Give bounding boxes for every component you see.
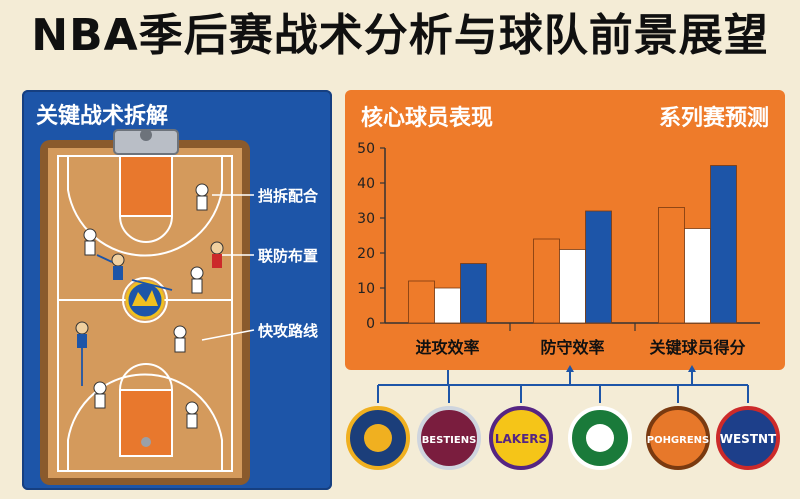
connector-lines [377,370,749,403]
tactic-fast-break: 快攻路线 [258,322,319,340]
celtics-logo-emblem [586,424,614,452]
tactic-pick-and-roll: 挡拆配合 [258,187,319,205]
players-white [83,183,209,429]
celtics-logo-badge [568,406,632,470]
page-title: NBA季后赛战术分析与球队前景展望 [31,10,769,61]
pacers-logo [346,406,410,470]
performance-heading: 核心球员表现 [361,106,494,131]
westnt-logo-badge [716,406,780,470]
clipboard-court [40,129,255,485]
westnt-logo: WESTNT [716,406,780,470]
bestiens-logo-badge [417,406,481,470]
pohgrens-logo: POHGRENS [646,406,710,470]
performance-panel: 核心球员表现 系列赛预测 [345,90,785,370]
lakers-logo: LAKERS [489,406,553,470]
tactic-zone-defense: 联防布置 [258,247,319,265]
lakers-logo-badge [489,406,553,470]
bestiens-logo: BESTIENS [417,406,481,470]
celtics-logo [568,406,632,470]
pohgrens-logo-badge [646,406,710,470]
pacers-logo-badge [346,406,410,470]
westnt-logo-text: WESTNT [720,432,777,446]
pacers-logo-emblem [364,424,392,452]
players-colored [75,241,224,348]
lakers-logo-text: LAKERS [495,432,547,446]
pohgrens-logo-text: POHGRENS [647,435,710,446]
top-paint [119,155,173,217]
tactics-heading: 关键战术拆解 [36,104,169,129]
center-logo [125,280,165,320]
tactics-panel: 关键战术拆解 [22,90,332,490]
bestiens-logo-text: BESTIENS [422,435,477,446]
prediction-heading: 系列赛预测 [658,106,769,131]
